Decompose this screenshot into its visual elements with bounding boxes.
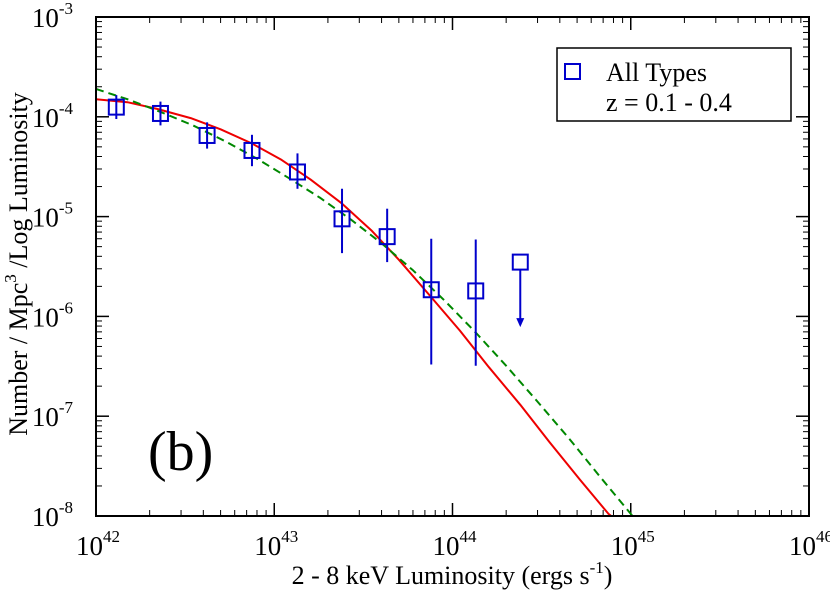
y-tick-base: 10	[32, 502, 59, 532]
x-axis-label: 2 - 8 keV Luminosity (ergs s-1)	[292, 558, 613, 590]
y-tick-label: 10-4	[32, 99, 74, 133]
data-point-square	[288, 163, 306, 181]
data-point-square	[333, 210, 351, 228]
y-axis-label-main: Number / Mpc	[4, 283, 33, 436]
x-tick-base: 10	[254, 531, 281, 561]
legend-box	[556, 47, 792, 122]
x-tick-base: 10	[789, 531, 816, 561]
panel-label: (b)	[148, 421, 213, 483]
y-tick-base: 10	[32, 103, 59, 133]
x-tick-label: 1043	[254, 527, 298, 561]
data-point-square	[422, 281, 440, 299]
x-tick-exponent: 43	[281, 527, 298, 546]
data-point-square	[107, 98, 125, 116]
y-tick-base: 10	[32, 302, 59, 332]
legend-marker-square	[564, 63, 581, 80]
y-tick-exponent: -4	[59, 99, 74, 118]
y-tick-label: 10-6	[32, 298, 73, 332]
data-point-square	[467, 282, 485, 300]
data-point-square	[198, 126, 216, 144]
legend-label-redshift: z = 0.1 - 0.4	[606, 88, 732, 117]
x-tick-exponent: 45	[638, 527, 655, 546]
y-tick-exponent: -5	[59, 199, 73, 218]
y-tick-exponent: -8	[59, 498, 73, 517]
y-axis-label-sup: 3	[1, 274, 20, 283]
x-tick-base: 10	[433, 531, 460, 561]
y-tick-exponent: -7	[59, 398, 74, 417]
y-tick-label: 10-7	[32, 398, 74, 432]
x-tick-label: 1046	[789, 527, 830, 561]
y-tick-exponent: -6	[59, 298, 73, 317]
y-tick-label: 10-3	[32, 0, 73, 33]
data-point-square	[151, 104, 169, 122]
legend: All Types z = 0.1 - 0.4	[556, 47, 792, 122]
data-points	[107, 95, 529, 366]
y-axis-label-end: /Log Luminosity	[4, 92, 33, 274]
x-tick-exponent: 44	[460, 527, 478, 546]
upper-limit-arrow-head	[516, 318, 525, 328]
y-axis-label: Number / Mpc3 /Log Luminosity	[1, 92, 33, 436]
x-tick-label: 1044	[433, 527, 478, 561]
y-tick-base: 10	[32, 3, 59, 33]
data-point-square	[511, 253, 529, 271]
x-tick-exponent: 42	[103, 527, 120, 546]
data-point-square	[378, 228, 396, 246]
x-tick-exponent: 46	[816, 527, 830, 546]
y-tick-label: 10-8	[32, 498, 73, 532]
x-axis-label-end: )	[604, 561, 613, 590]
x-tick-label: 1042	[76, 527, 120, 561]
y-tick-exponent: -3	[59, 0, 73, 18]
legend-label-types: All Types	[606, 58, 707, 87]
x-axis-label-main: 2 - 8 keV Luminosity (ergs s	[292, 561, 590, 590]
y-tick-labels: 10-810-710-610-510-410-3	[32, 0, 74, 532]
y-tick-base: 10	[32, 402, 59, 432]
y-tick-base: 10	[32, 203, 59, 233]
data-point-square	[243, 141, 261, 159]
x-tick-base: 10	[76, 531, 103, 561]
x-tick-labels: 1042 1043 1044 1045 1046	[76, 527, 830, 561]
model-curve-solid	[96, 98, 613, 516]
y-tick-label: 10-5	[32, 199, 73, 233]
plot-frame	[95, 16, 810, 517]
x-tick-base: 10	[611, 531, 638, 561]
x-tick-label: 1045	[611, 527, 655, 561]
x-axis-label-sup: -1	[590, 558, 604, 577]
